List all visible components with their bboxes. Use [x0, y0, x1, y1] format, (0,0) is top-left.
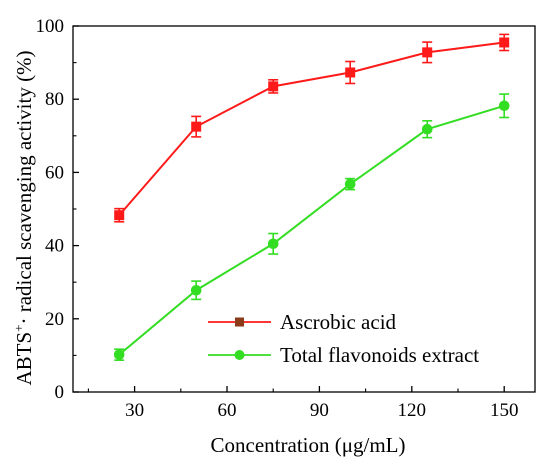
x-tick-label: 90 [310, 400, 329, 421]
series-2 [113, 93, 510, 361]
y-axis: 0 20 40 60 80 100 [36, 16, 79, 403]
data-point [267, 238, 279, 250]
legend-item-2: Total flavonoids extract [208, 343, 479, 367]
data-point [344, 178, 356, 190]
y-tick-label: 100 [36, 16, 65, 37]
data-point [422, 47, 433, 58]
data-point [114, 210, 125, 221]
x-tick-label: 60 [218, 400, 237, 421]
data-point [345, 67, 356, 78]
x-tick-label: 150 [490, 400, 519, 421]
x-axis: 30 60 90 120 150 [87, 386, 519, 421]
data-point [498, 100, 510, 112]
series-line [118, 41, 505, 216]
x-tick-label: 30 [125, 400, 144, 421]
y-axis-title-superscript: + [11, 325, 26, 332]
data-point [268, 81, 279, 92]
y-tick-label: 0 [55, 382, 65, 403]
legend-marker [235, 317, 244, 327]
series-line [118, 104, 505, 356]
data-point [499, 37, 510, 48]
data-point [191, 121, 202, 132]
series-1 [114, 33, 510, 223]
legend-label: Ascrobic acid [280, 310, 397, 334]
legend: Ascrobic acid Total flavonoids extract [208, 310, 479, 367]
legend-marker [234, 350, 245, 360]
data-point [421, 123, 433, 135]
data-point [190, 284, 202, 296]
legend-label: Total flavonoids extract [280, 343, 479, 367]
x-tick-label: 120 [398, 400, 427, 421]
y-tick-label: 80 [45, 89, 64, 110]
y-axis-title-main: ABTS [12, 332, 36, 386]
x-axis-title: Concentration (μg/mL) [211, 433, 406, 457]
y-tick-label: 20 [45, 309, 64, 330]
data-point [113, 349, 125, 360]
y-axis-title: ABTS+· radical scavenging activity (%) [11, 50, 36, 385]
y-axis-title-rest: · radical scavenging activity (%) [12, 50, 36, 324]
y-tick-label: 40 [45, 236, 64, 257]
y-tick-label: 60 [45, 162, 64, 183]
series-layer [113, 33, 510, 361]
legend-item-1: Ascrobic acid [208, 310, 397, 334]
